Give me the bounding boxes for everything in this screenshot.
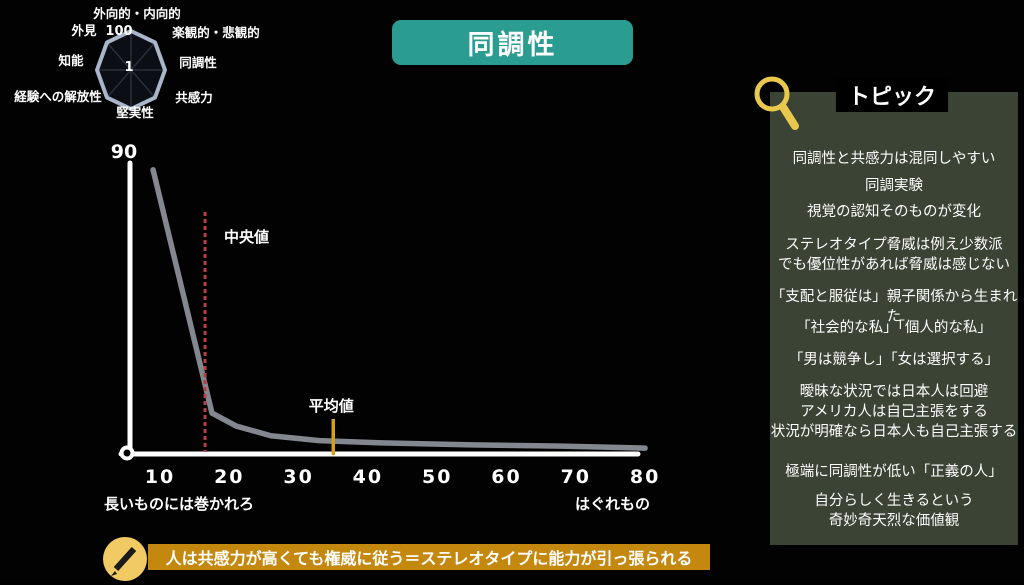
radar-scale-center: 1 [124, 60, 133, 75]
radar-axis-label: 堅実性 [116, 105, 154, 120]
mean-label: 平均値 [309, 397, 354, 415]
note-text: 人は共感力が高くても権威に従う＝ステレオタイプに能力が引っ張られる [165, 549, 693, 568]
x-tick-label: 40 [353, 466, 383, 488]
radar-axis-label: 外向的・内向的 [92, 6, 181, 21]
x-tick-label: 30 [283, 466, 313, 488]
origin-marker [119, 445, 135, 461]
x-tick-label: 70 [561, 466, 591, 488]
topic-item: 「男は競争し」「女は選択する」 [788, 352, 1000, 368]
topic-item: 「支配と服従は」親子関係から生まれた [770, 289, 1018, 325]
topic-item: 視覚の認知そのものが変化 [807, 204, 981, 220]
topic-item: 極端に同調性が低い「正義の人」 [785, 464, 1003, 480]
topic-panel-title-label: トピック [847, 85, 936, 110]
topic-item: 自分らしく生きるという 奇妙奇天烈な価値観 [814, 493, 974, 529]
note-bar: 人は共感力が高くても権威に従う＝ステレオタイプに能力が引っ張られる [148, 544, 710, 570]
topic-item: 同調性と共感力は混同しやすい [792, 151, 996, 167]
radar-axis-label: 外見 [70, 23, 97, 38]
magnifier-icon [754, 76, 799, 130]
x-tick-label: 60 [491, 466, 521, 488]
radar-outline [95, 29, 167, 111]
y-axis-top-label: 90 [111, 141, 137, 163]
topic-item: ステレオタイプ脅威は例え少数派 でも優位性があれば脅威は感じない [778, 237, 1010, 273]
radar-axis-label: 楽観的・悲観的 [171, 25, 260, 40]
topic-item: 同調実験 [865, 178, 923, 194]
radar-axis-label: 経験への解放性 [14, 89, 102, 104]
pencil-icon [103, 537, 147, 581]
radar-axis-label: 知能 [57, 53, 84, 68]
x-axis-left-caption: 長いものには巻かれろ [104, 495, 254, 513]
x-tick-label: 20 [214, 466, 244, 488]
page-title: 同調性 [467, 30, 558, 61]
title-banner: 同調性 [392, 20, 633, 65]
x-tick-label: 50 [422, 466, 452, 488]
topic-panel-title: トピック [836, 78, 948, 112]
distribution-curve [150, 167, 648, 451]
radar-axis-label: 共感力 [175, 90, 213, 105]
radar-axis-label: 同調性 [179, 55, 217, 70]
x-tick-label: 10 [145, 466, 175, 488]
topic-item: 曖昧な状況では日本人は回避 アメリカ人は自己主張をする 状況が明確なら日本人も自… [770, 384, 1018, 440]
x-tick-label: 80 [630, 466, 660, 488]
topic-item: 「社会的な私」「個人的な私」 [796, 320, 992, 336]
x-axis-right-caption: はぐれもの [575, 495, 650, 513]
median-label: 中央値 [224, 228, 269, 246]
radar-scale-max: 100 [105, 24, 132, 39]
topic-panel [770, 92, 1018, 545]
